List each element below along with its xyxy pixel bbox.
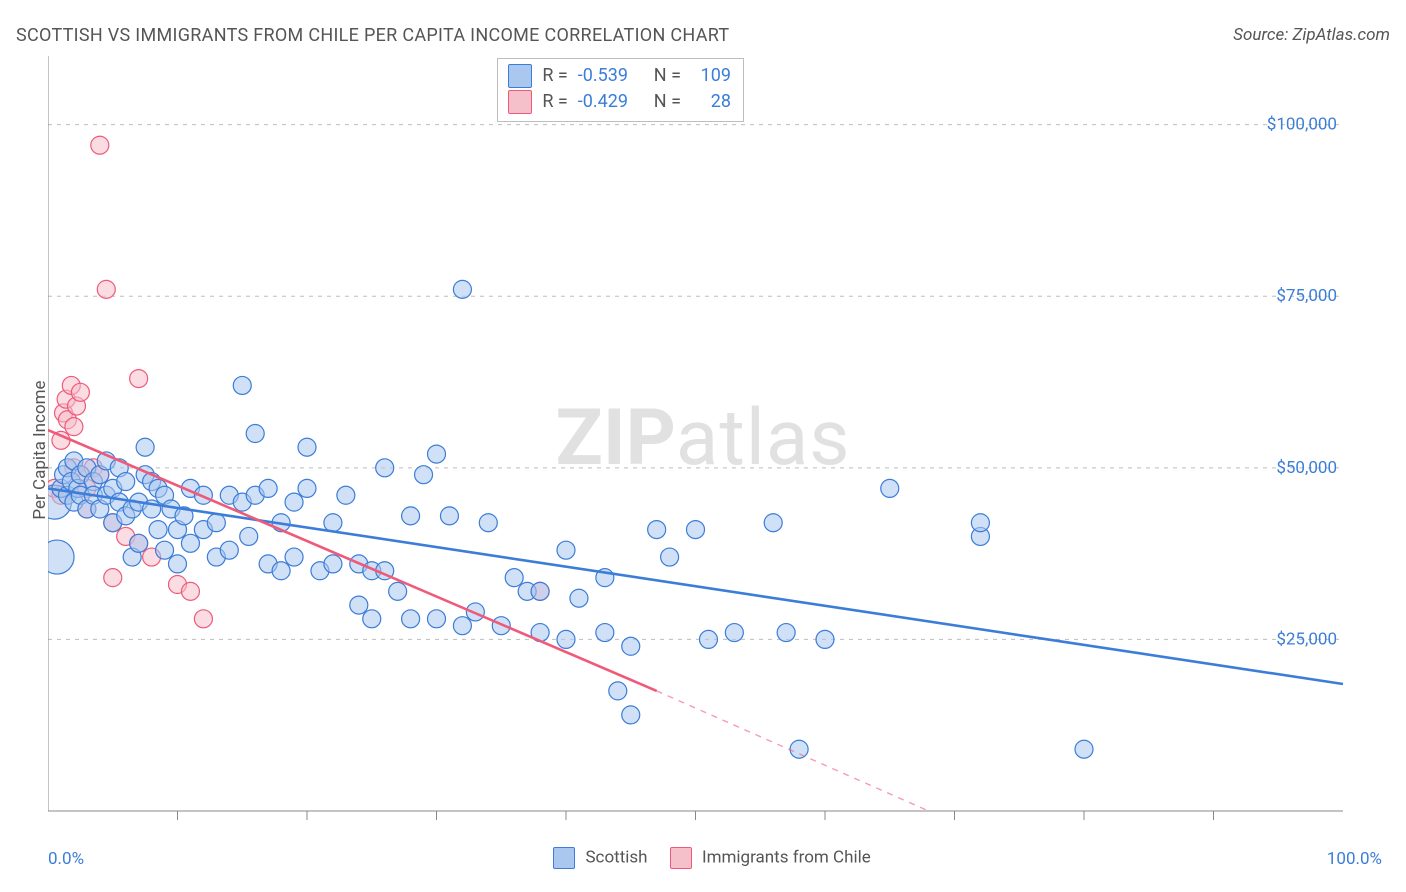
svg-text:$50,000: $50,000 xyxy=(1276,458,1337,478)
svg-text:$25,000: $25,000 xyxy=(1276,629,1337,649)
svg-text:$100,000: $100,000 xyxy=(1267,115,1337,135)
swatch-chile-icon xyxy=(508,90,532,114)
svg-text:$75,000: $75,000 xyxy=(1276,286,1337,306)
correlation-stats-box: R = -0.539 N = 109 R = -0.429 N = 28 xyxy=(497,58,744,122)
y-axis-label: Per Capita Income xyxy=(30,370,50,530)
swatch-scottish-icon xyxy=(508,64,532,88)
legend-label-scottish: Scottish xyxy=(585,847,647,867)
legend-label-chile: Immigrants from Chile xyxy=(702,847,871,867)
chart-title: SCOTTISH VS IMMIGRANTS FROM CHILE PER CA… xyxy=(16,25,729,46)
correlation-scatter-chart: $25,000 $50,000 $75,000 $100,000 xyxy=(48,56,1388,826)
legend-swatch-scottish-icon xyxy=(553,847,575,869)
series-legend: Scottish Immigrants from Chile xyxy=(0,847,1406,869)
source-attribution: Source: ZipAtlas.com xyxy=(1233,25,1390,45)
legend-swatch-chile-icon xyxy=(670,847,692,869)
